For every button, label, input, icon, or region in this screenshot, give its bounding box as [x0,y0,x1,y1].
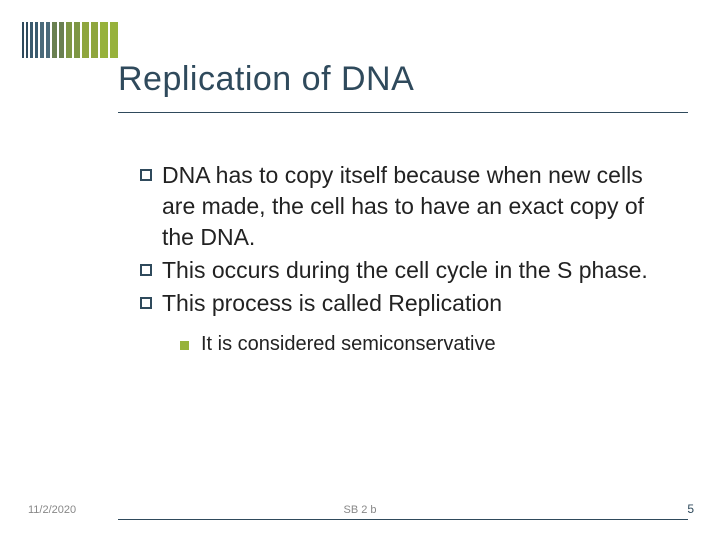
bullet-item: This process is called Replication [140,288,680,319]
footer-page: 5 [687,502,694,516]
bullet-text: This process is called Replication [162,288,502,319]
decorative-bar [59,22,64,58]
slide-content: DNA has to copy itself because when new … [140,160,680,356]
decorative-bar [110,22,118,58]
decorative-bar [26,22,28,58]
slide-title: Replication of DNA [118,60,414,99]
decorative-bar [40,22,44,58]
bullet-item: This occurs during the cell cycle in the… [140,255,680,286]
decorative-bar [35,22,38,58]
bullet-marker-icon [140,264,152,276]
decorative-bar [74,22,80,58]
decorative-bar [91,22,98,58]
bullet-text: DNA has to copy itself because when new … [162,160,680,253]
sub-bullet-list: It is considered semiconservative [180,333,680,356]
decorative-bar [52,22,57,58]
sub-bullet-marker-icon [180,341,189,350]
sub-bullet-item: It is considered semiconservative [180,333,680,356]
decorative-bar [100,22,108,58]
footer-center: SB 2 b [0,504,720,516]
bullet-marker-icon [140,297,152,309]
bullet-item: DNA has to copy itself because when new … [140,160,680,253]
decorative-bar [66,22,72,58]
decorative-bar [22,22,24,58]
slide: Replication of DNA DNA has to copy itsel… [0,0,720,540]
footer-rule [118,519,688,520]
decorative-bar [82,22,89,58]
decorative-bar [46,22,50,58]
sub-bullet-text: It is considered semiconservative [201,333,496,356]
bullet-marker-icon [140,169,152,181]
title-rule [118,112,688,113]
bullet-list: DNA has to copy itself because when new … [140,160,680,319]
bullet-text: This occurs during the cell cycle in the… [162,255,648,286]
decorative-bars [22,22,118,58]
decorative-bar [30,22,33,58]
